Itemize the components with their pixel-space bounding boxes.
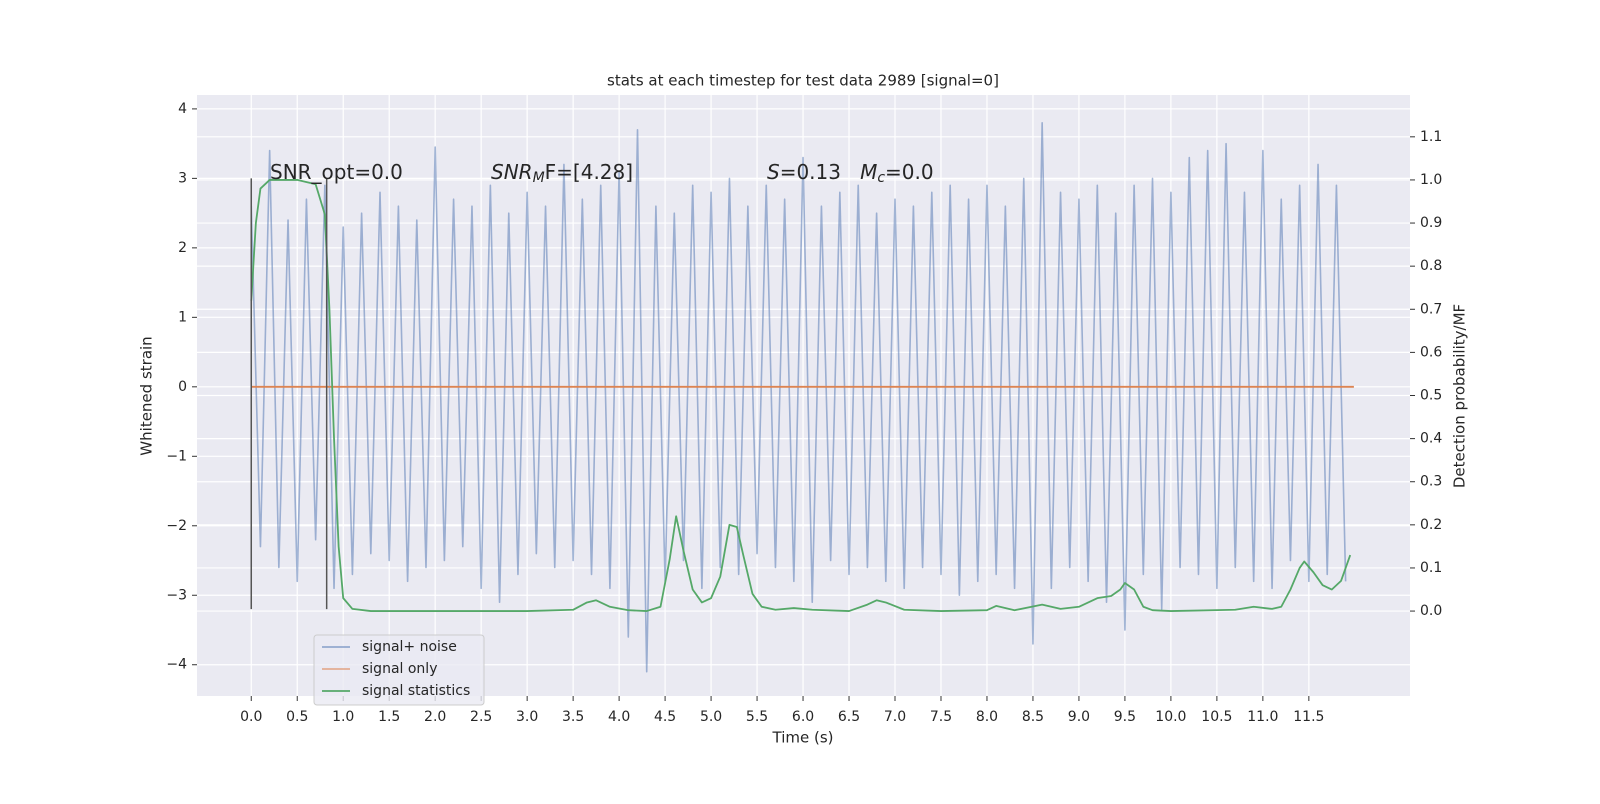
x-axis-label: Time (s) bbox=[772, 729, 834, 747]
x-tick-label: 6.5 bbox=[838, 709, 860, 725]
legend-label: signal only bbox=[362, 661, 437, 677]
y2-tick-label: 0.7 bbox=[1420, 301, 1442, 317]
y2-tick-label: 0.0 bbox=[1420, 603, 1442, 619]
x-tick-label: 11.5 bbox=[1293, 709, 1324, 725]
y2-tick-label: 1.1 bbox=[1420, 129, 1442, 145]
x-tick-label: 5.5 bbox=[746, 709, 768, 725]
y2-tick-label: 0.3 bbox=[1420, 474, 1442, 490]
y-tick-label: 3 bbox=[178, 170, 187, 186]
y-tick-label: 1 bbox=[178, 309, 187, 325]
annotation-part: SNR bbox=[491, 160, 533, 184]
x-tick-label: 1.0 bbox=[332, 709, 354, 725]
x-tick-label: 8.5 bbox=[1022, 709, 1044, 725]
x-tick-label: 1.5 bbox=[378, 709, 400, 725]
x-tick-label: 0.5 bbox=[286, 709, 308, 725]
x-tick-label: 7.0 bbox=[884, 709, 906, 725]
y-tick-label: 4 bbox=[178, 101, 187, 117]
annotation: S=0.13 Mc=0.0 bbox=[767, 160, 934, 187]
x-tick-label: 10.5 bbox=[1201, 709, 1232, 725]
y2-tick-label: 0.6 bbox=[1420, 344, 1442, 360]
x-tick-label: 6.0 bbox=[792, 709, 814, 725]
legend-label: signal statistics bbox=[362, 683, 470, 699]
y-tick-label: 2 bbox=[178, 240, 187, 256]
y2-tick-label: 0.1 bbox=[1420, 560, 1442, 576]
x-tick-label: 4.0 bbox=[608, 709, 630, 725]
x-tick-label: 0.0 bbox=[240, 709, 262, 725]
annotation-part: =0.13 bbox=[780, 160, 860, 184]
legend: signal+ noise signal only signal statistic… bbox=[313, 634, 485, 706]
y2-tick-label: 1.0 bbox=[1420, 172, 1442, 188]
y-tick-label: −1 bbox=[166, 448, 187, 464]
legend-label: signal+ noise bbox=[362, 639, 457, 655]
y-tick-label: 0 bbox=[178, 379, 187, 395]
legend-box bbox=[313, 634, 485, 706]
y2-tick-label: 0.8 bbox=[1420, 258, 1442, 274]
x-tick-label: 4.5 bbox=[654, 709, 676, 725]
series-line bbox=[250, 179, 1352, 612]
annotation: SNRMF=[4.28] bbox=[491, 160, 633, 187]
x-tick-label: 9.5 bbox=[1114, 709, 1136, 725]
y-axis-label: Whitened strain bbox=[138, 336, 156, 455]
x-tick-label: 2.0 bbox=[424, 709, 446, 725]
x-tick-label: 2.5 bbox=[470, 709, 492, 725]
annotation: SNR_opt=0.0 bbox=[270, 160, 403, 184]
y-tick-label: −2 bbox=[166, 518, 187, 534]
y2-axis-label: Detection probability/MF bbox=[1451, 304, 1469, 488]
annotation-part: M bbox=[533, 170, 545, 186]
annotation-part: M bbox=[860, 160, 877, 184]
x-tick-label: 5.0 bbox=[700, 709, 722, 725]
annotation-part: F=[4.28] bbox=[545, 160, 633, 184]
x-tick-label: 3.5 bbox=[562, 709, 584, 725]
series-line bbox=[250, 121, 1347, 673]
y-tick-label: −4 bbox=[166, 657, 187, 673]
x-tick-label: 10.0 bbox=[1155, 709, 1186, 725]
y2-tick-label: 0.2 bbox=[1420, 517, 1442, 533]
x-tick-label: 11.0 bbox=[1247, 709, 1278, 725]
chart-title: stats at each timestep for test data 298… bbox=[607, 72, 999, 90]
y2-tick-label: 0.5 bbox=[1420, 388, 1442, 404]
y2-tick-label: 0.4 bbox=[1420, 431, 1442, 447]
x-tick-label: 8.0 bbox=[976, 709, 998, 725]
annotation-part: SNR_opt=0.0 bbox=[270, 160, 403, 184]
x-tick-label: 3.0 bbox=[516, 709, 538, 725]
x-tick-label: 9.0 bbox=[1068, 709, 1090, 725]
y-tick-label: −3 bbox=[166, 587, 187, 603]
x-tick-label: 7.5 bbox=[930, 709, 952, 725]
annotation-part: c bbox=[877, 170, 885, 186]
annotation-part: S bbox=[767, 160, 780, 184]
annotation-part: =0.0 bbox=[885, 160, 934, 184]
y2-tick-label: 0.9 bbox=[1420, 215, 1442, 231]
